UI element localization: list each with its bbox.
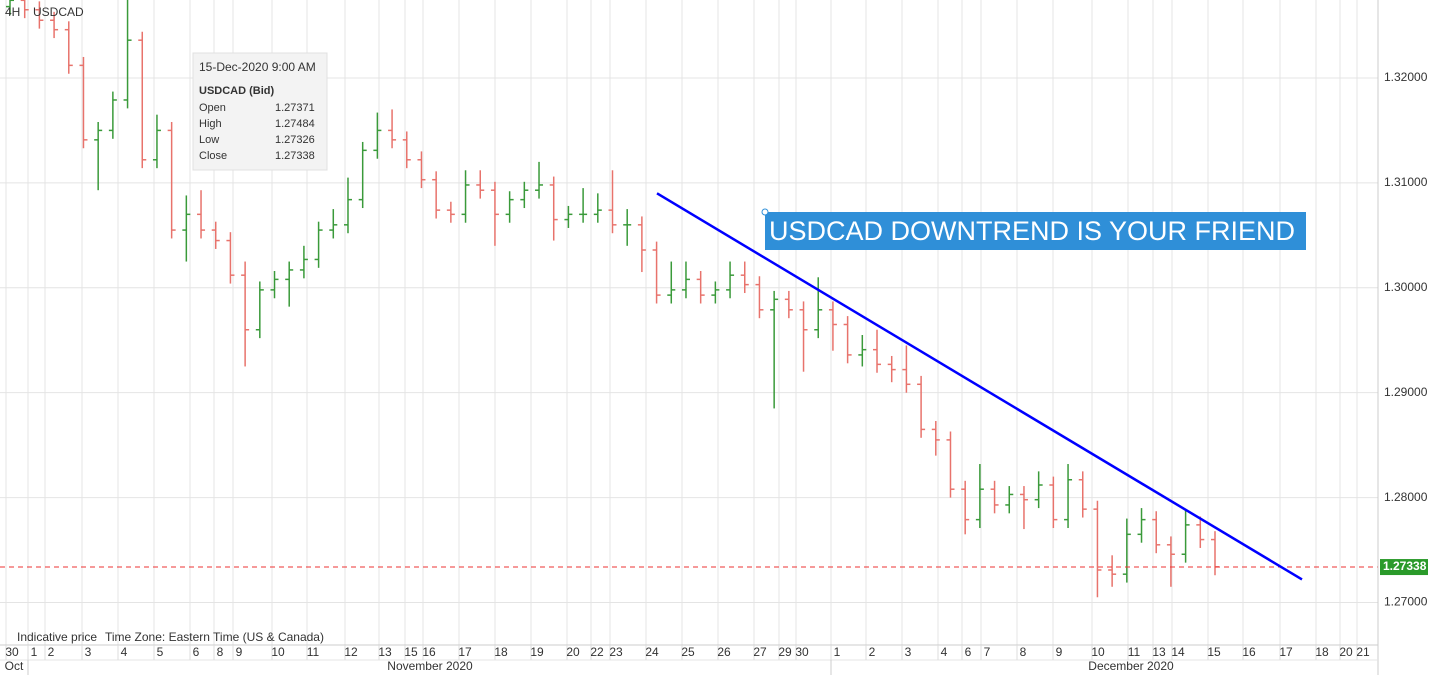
x-month-label: Oct [5, 659, 24, 673]
x-tick-label: 6 [965, 645, 972, 659]
footer-note: Indicative price [17, 630, 97, 644]
x-tick-label: 29 [778, 645, 792, 659]
x-tick-label: 23 [609, 645, 623, 659]
y-tick-label: 1.29000 [1384, 385, 1428, 399]
last-price-label: 1.27338 [1383, 559, 1427, 573]
bars [6, 0, 1219, 598]
x-tick-label: 2 [48, 645, 55, 659]
tooltip-key: Close [199, 150, 227, 162]
tooltip-date: 15-Dec-2020 9:00 AM [199, 60, 316, 74]
x-month-label: December 2020 [1088, 659, 1174, 673]
x-tick-label: 8 [217, 645, 224, 659]
y-tick-label: 1.28000 [1384, 490, 1428, 504]
x-tick-label: 5 [157, 645, 164, 659]
annotation-text: USDCAD DOWNTREND IS YOUR FRIEND [769, 216, 1295, 246]
x-tick-label: 6 [193, 645, 200, 659]
x-tick-label: 4 [941, 645, 948, 659]
timeframe: 4H [5, 5, 20, 19]
x-tick-label: 1 [31, 645, 38, 659]
tooltip-value: 1.27484 [275, 118, 315, 130]
x-tick-label: 18 [494, 645, 508, 659]
x-tick-label: 16 [1242, 645, 1256, 659]
x-tick-label: 16 [422, 645, 436, 659]
footer-note: Time Zone: Eastern Time (US & Canada) [105, 630, 324, 644]
x-tick-label: 17 [458, 645, 472, 659]
trendline [656, 192, 1303, 581]
tooltip-value: 1.27371 [275, 102, 315, 114]
x-tick-label: 15 [1207, 645, 1221, 659]
x-tick-label: 11 [307, 645, 320, 659]
annotation-box [765, 212, 1306, 250]
tooltip-value: 1.27326 [275, 134, 315, 146]
x-tick-label: 9 [1056, 645, 1063, 659]
x-tick-label: 10 [1091, 645, 1105, 659]
x-tick-label: 3 [905, 645, 912, 659]
y-tick-label: 1.30000 [1384, 280, 1428, 294]
x-tick-label: 20 [1339, 645, 1353, 659]
overlay: 1.27338 USDCAD DOWNTREND IS YOUR FRIEND 15… [0, 52, 1428, 581]
y-tick-label: 1.32000 [1384, 70, 1428, 84]
x-tick-label: 26 [717, 645, 731, 659]
tooltip-value: 1.27338 [275, 150, 315, 162]
tooltip-key: High [199, 118, 222, 130]
x-tick-label: 12 [344, 645, 358, 659]
x-tick-label: 22 [590, 645, 604, 659]
grid [0, 0, 1378, 645]
x-tick-label: 24 [645, 645, 659, 659]
x-tick-label: 4 [121, 645, 128, 659]
x-tick-label: 1 [834, 645, 841, 659]
symbol: USDCAD [33, 5, 84, 19]
x-tick-label: 19 [530, 645, 544, 659]
x-tick-label: 10 [271, 645, 285, 659]
x-tick-label: 8 [1020, 645, 1027, 659]
x-tick-label: 25 [681, 645, 695, 659]
tooltip-key: Low [199, 134, 219, 146]
x-tick-label: 7 [984, 645, 991, 659]
y-tick-label: 1.27000 [1384, 595, 1428, 609]
x-tick-label: 13 [1152, 645, 1166, 659]
last-price-box [1380, 559, 1428, 576]
tooltip: 15-Dec-2020 9:00 AM USDCAD (Bid) Open 1.273… [192, 52, 328, 171]
y-tick-label: 1.31000 [1384, 175, 1428, 189]
x-tick-label: 13 [378, 645, 392, 659]
x-tick-label: 15 [404, 645, 418, 659]
tooltip-key: Open [199, 102, 226, 114]
x-tick-label: 21 [1356, 645, 1370, 659]
x-tick-label: 27 [753, 645, 767, 659]
tooltip-box [192, 52, 328, 171]
x-tick-label: 20 [566, 645, 580, 659]
x-tick-label: 9 [236, 645, 243, 659]
x-tick-label: 30 [5, 645, 19, 659]
x-tick-label: 2 [869, 645, 876, 659]
annotation-handle [761, 208, 769, 216]
tooltip-title: USDCAD (Bid) [199, 85, 274, 97]
x-tick-label: 17 [1279, 645, 1293, 659]
x-tick-label: 30 [795, 645, 809, 659]
x-tick-label: 3 [85, 645, 92, 659]
x-tick-label: 14 [1171, 645, 1185, 659]
x-tick-label: 11 [1128, 645, 1141, 659]
x-tick-label: 18 [1315, 645, 1329, 659]
x-month-label: November 2020 [387, 659, 473, 673]
